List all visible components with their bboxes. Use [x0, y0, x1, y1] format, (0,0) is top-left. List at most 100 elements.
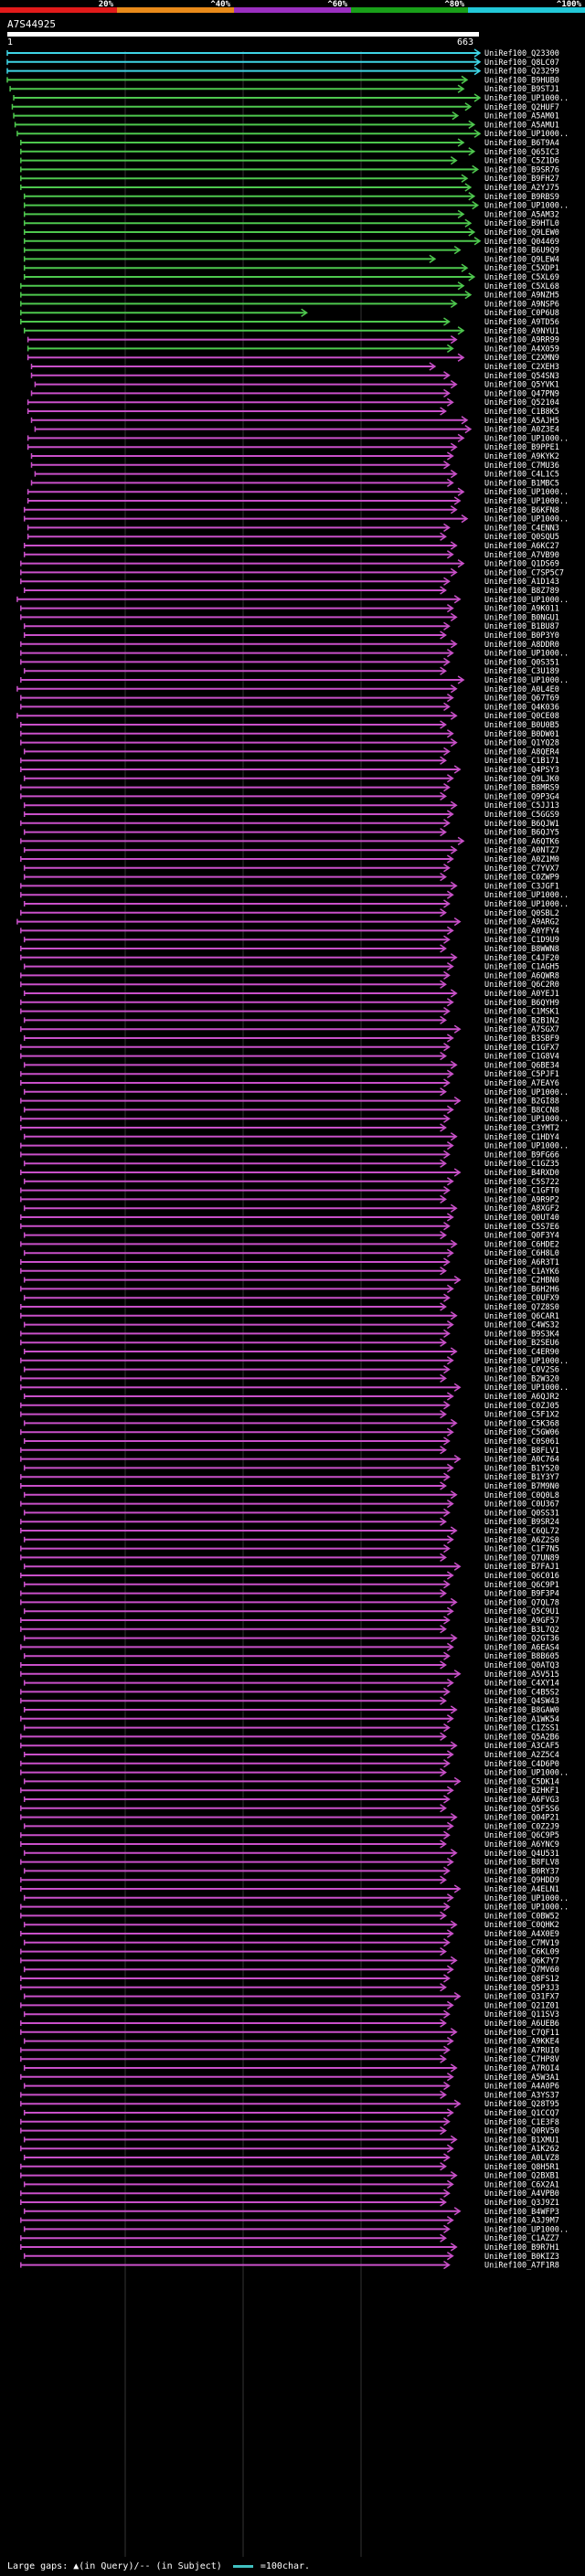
hit-label[interactable]: UniRef100_Q8FS12	[484, 1975, 559, 1984]
hit-row[interactable]: UniRef100_Q7UN89	[20, 1553, 559, 1563]
hit-label[interactable]: UniRef100_A8QER4	[484, 747, 559, 757]
hit-label[interactable]: UniRef100_UP1000..	[484, 676, 569, 685]
hit-label[interactable]: UniRef100_A1D143	[484, 578, 559, 587]
hit-label[interactable]: UniRef100_C3JGF1	[484, 882, 559, 891]
hit-label[interactable]: UniRef100_Q0S351	[484, 658, 559, 667]
hit-label[interactable]: UniRef100_A5AJH5	[484, 417, 559, 426]
hit-label[interactable]: UniRef100_C6HDE2	[484, 1240, 559, 1249]
hit-label[interactable]: UniRef100_UP1000..	[484, 1115, 569, 1124]
hit-row[interactable]: UniRef100_Q1DS69	[20, 558, 559, 569]
hit-label[interactable]: UniRef100_Q6K7Y7	[484, 1956, 559, 1966]
hit-row[interactable]: UniRef100_A6KC27	[23, 541, 559, 551]
hit-label[interactable]: UniRef100_B0NGU1	[484, 613, 559, 622]
hit-row[interactable]: UniRef100_B1BU87	[23, 621, 559, 631]
hit-row[interactable]: UniRef100_B3L7Q2	[20, 1625, 559, 1635]
hit-label[interactable]: UniRef100_B2W320	[484, 1374, 559, 1383]
hit-label[interactable]: UniRef100_Q6CAR1	[484, 1312, 559, 1321]
hit-row[interactable]: UniRef100_UP1000..	[23, 514, 569, 525]
hit-row[interactable]: UniRef100_Q9HDD9	[20, 1875, 559, 1885]
hit-row[interactable]: UniRef100_Q0UT40	[20, 1213, 559, 1223]
hit-row[interactable]: UniRef100_Q7QL78	[20, 1597, 559, 1607]
hit-row[interactable]: UniRef100_A7SGX7	[20, 1024, 559, 1034]
hit-row[interactable]: UniRef100_A4X059	[27, 344, 559, 354]
hit-label[interactable]: UniRef100_B6T9A4	[484, 139, 559, 148]
hit-row[interactable]: UniRef100_Q52104	[27, 398, 559, 408]
hit-row[interactable]: UniRef100_B8Z789	[23, 586, 559, 596]
hit-row[interactable]: UniRef100_B8MRS9	[20, 782, 559, 793]
hit-row[interactable]: UniRef100_C3YMT2	[20, 1123, 559, 1133]
hit-row[interactable]: UniRef100_UP1000..	[27, 496, 569, 506]
hit-label[interactable]: UniRef100_A0Z1M0	[484, 855, 559, 864]
hit-row[interactable]: UniRef100_B6QJY5	[23, 827, 559, 838]
hit-row[interactable]: UniRef100_B7FAJ1	[23, 1562, 559, 1572]
hit-label[interactable]: UniRef100_C5XL69	[484, 273, 559, 282]
hit-label[interactable]: UniRef100_Q7QL78	[484, 1598, 559, 1607]
hit-row[interactable]: UniRef100_B8GAW0	[23, 1705, 559, 1715]
hit-row[interactable]: UniRef100_Q67T69	[20, 693, 559, 704]
hit-row[interactable]: UniRef100_A6QTK6	[20, 836, 559, 846]
hit-label[interactable]: UniRef100_C5S722	[484, 1178, 559, 1187]
hit-row[interactable]: UniRef100_C4WS32	[23, 1320, 559, 1330]
hit-label[interactable]: UniRef100_UP1000..	[484, 1769, 569, 1778]
hit-row[interactable]: UniRef100_B4WFP3	[23, 2207, 559, 2217]
hit-label[interactable]: UniRef100_C4WS32	[484, 1321, 559, 1330]
hit-row[interactable]: UniRef100_UP1000..	[20, 890, 569, 900]
hit-label[interactable]: UniRef100_A6UEB6	[484, 2019, 559, 2029]
hit-label[interactable]: UniRef100_Q5A2B6	[484, 1733, 559, 1742]
hit-label[interactable]: UniRef100_B8WWN8	[484, 945, 559, 954]
hit-row[interactable]: UniRef100_UP1000..	[20, 1383, 569, 1393]
hit-label[interactable]: UniRef100_Q2HUF7	[484, 103, 559, 112]
hit-row[interactable]: UniRef100_B8CCN8	[23, 1105, 559, 1115]
hit-label[interactable]: UniRef100_C7MV19	[484, 1939, 559, 1948]
hit-row[interactable]: UniRef100_B6QYH9	[20, 998, 559, 1008]
hit-row[interactable]: UniRef100_C5PJF1	[20, 1069, 559, 1079]
hit-label[interactable]: UniRef100_Q2BXB1	[484, 2172, 559, 2181]
hit-row[interactable]: UniRef100_A6UEB6	[20, 2019, 559, 2029]
hit-row[interactable]: UniRef100_Q0RV50	[20, 2125, 559, 2136]
hit-row[interactable]: UniRef100_Q7MV60	[23, 1965, 559, 1975]
hit-row[interactable]: UniRef100_A0NTZ7	[23, 845, 559, 855]
hit-label[interactable]: UniRef100_UP1000..	[484, 130, 569, 139]
hit-row[interactable]: UniRef100_UP1000..	[20, 1767, 569, 1778]
hit-row[interactable]: UniRef100_UP1000..	[16, 595, 569, 605]
hit-label[interactable]: UniRef100_A9R9P2	[484, 1195, 559, 1204]
hit-row[interactable]: UniRef100_Q3J9Z1	[20, 2198, 559, 2208]
hit-label[interactable]: UniRef100_C0P6U8	[484, 309, 559, 318]
hit-row[interactable]: UniRef100_C1AZZ7	[20, 2233, 559, 2243]
hit-label[interactable]: UniRef100_Q4U531	[484, 1850, 559, 1859]
hit-row[interactable]: UniRef100_C1GZ35	[23, 1159, 559, 1169]
hit-label[interactable]: UniRef100_B1MBC5	[484, 479, 559, 488]
hit-label[interactable]: UniRef100_C7MU36	[484, 461, 559, 471]
hit-row[interactable]: UniRef100_B8FLV1	[20, 1446, 559, 1456]
hit-label[interactable]: UniRef100_C1D9U9	[484, 936, 559, 945]
hit-row[interactable]: UniRef100_B9RBS9	[23, 192, 559, 202]
hit-label[interactable]: UniRef100_UP1000..	[484, 202, 569, 211]
hit-row[interactable]: UniRef100_C0P6U8	[20, 308, 559, 318]
hit-label[interactable]: UniRef100_B8FLV1	[484, 1447, 559, 1456]
hit-label[interactable]: UniRef100_A4A0P6	[484, 2083, 559, 2092]
hit-row[interactable]: UniRef100_C5GGS9	[23, 810, 559, 820]
hit-label[interactable]: UniRef100_Q7Z8S0	[484, 1303, 559, 1312]
hit-label[interactable]: UniRef100_B0P3Y0	[484, 631, 559, 641]
hit-row[interactable]: UniRef100_A0YFY4	[20, 926, 559, 936]
hit-row[interactable]: UniRef100_C2XEH3	[30, 362, 559, 372]
hit-row[interactable]: UniRef100_Q8LC07	[6, 58, 559, 68]
hit-row[interactable]: UniRef100_A6EAS4	[20, 1642, 559, 1652]
hit-label[interactable]: UniRef100_A6YNC9	[484, 1840, 559, 1850]
hit-label[interactable]: UniRef100_Q5YVK1	[484, 381, 559, 390]
hit-row[interactable]: UniRef100_Q4SW43	[20, 1696, 559, 1706]
hit-row[interactable]: UniRef100_C5S722	[23, 1177, 559, 1187]
hit-row[interactable]: UniRef100_B3SBF9	[23, 1034, 559, 1044]
hit-row[interactable]: UniRef100_A0Z3E4	[34, 424, 559, 435]
hit-label[interactable]: UniRef100_A9RR99	[484, 336, 559, 345]
hit-label[interactable]: UniRef100_B7M9N0	[484, 1482, 559, 1491]
hit-label[interactable]: UniRef100_A5AM32	[484, 210, 559, 219]
hit-label[interactable]: UniRef100_C0V2S6	[484, 1366, 559, 1375]
hit-row[interactable]: UniRef100_A8XGF2	[23, 1203, 559, 1214]
hit-label[interactable]: UniRef100_C4ER90	[484, 1348, 559, 1357]
hit-label[interactable]: UniRef100_A9NSP6	[484, 300, 559, 309]
hit-row[interactable]: UniRef100_C1AYK6	[20, 1267, 559, 1277]
hit-label[interactable]: UniRef100_A0NTZ7	[484, 846, 559, 855]
hit-row[interactable]: UniRef100_C6HDE2	[20, 1239, 559, 1249]
hit-label[interactable]: UniRef100_A8DDR0	[484, 641, 559, 650]
